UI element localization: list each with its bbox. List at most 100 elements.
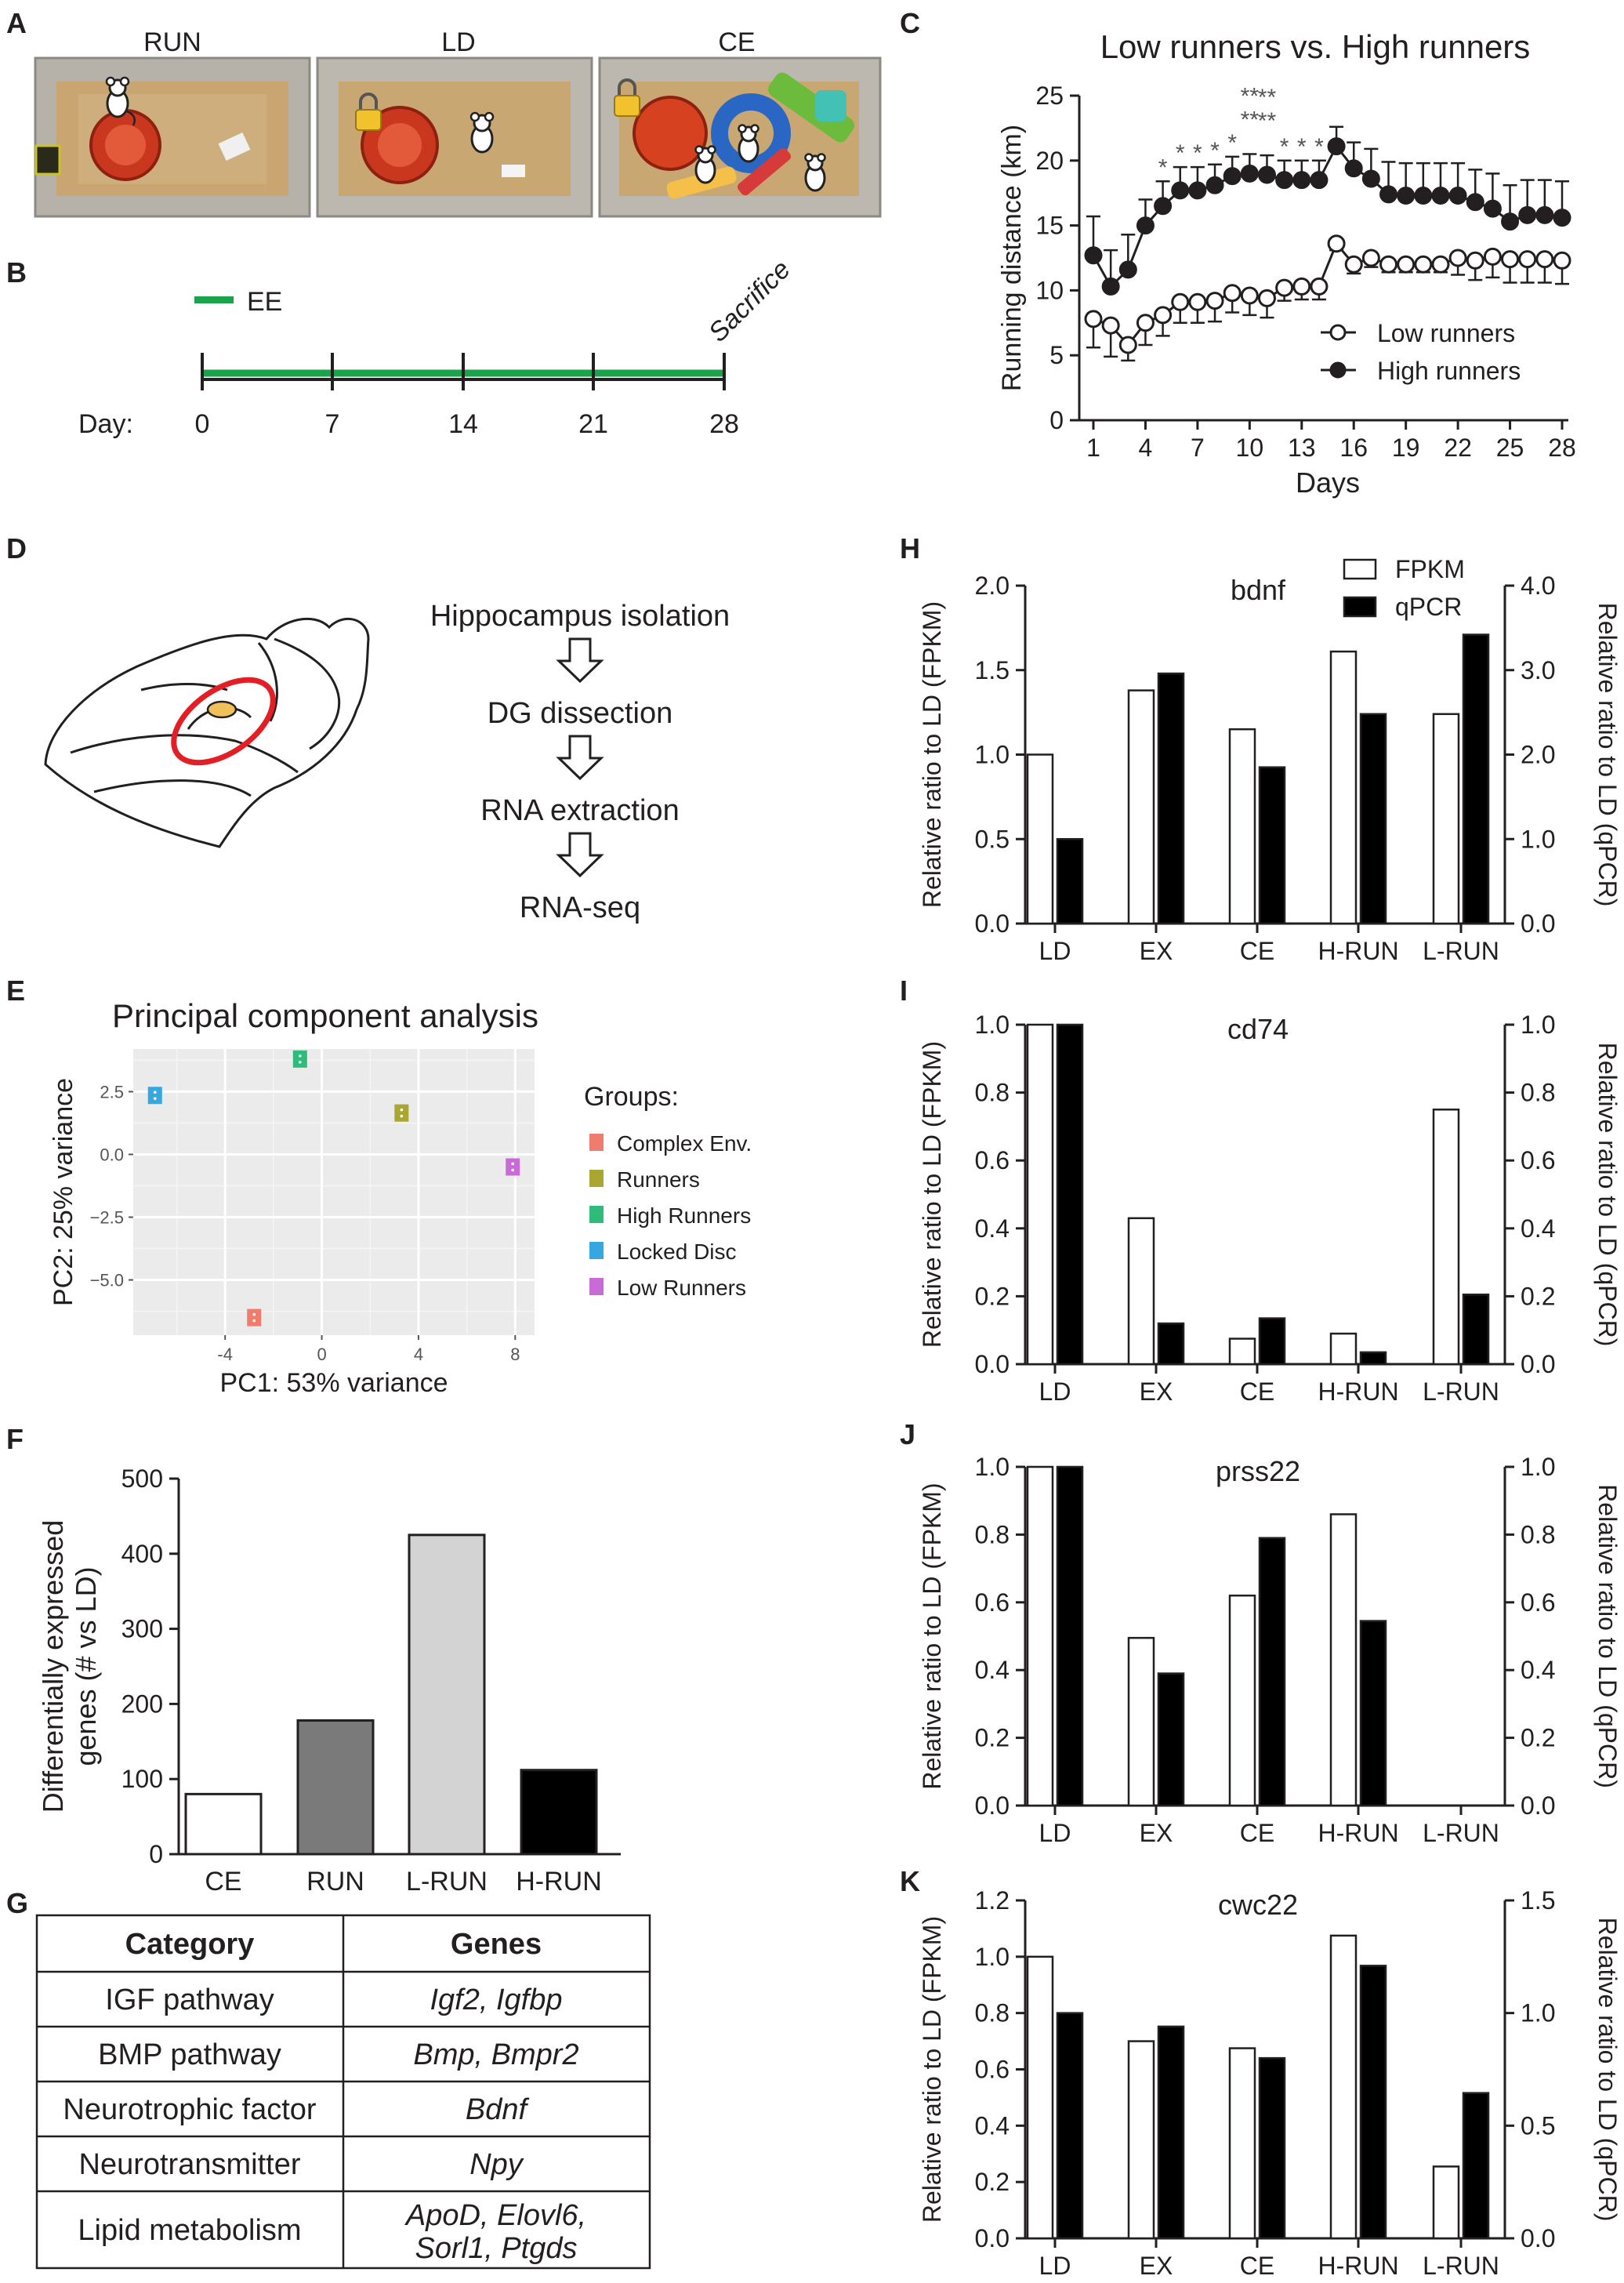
bar-qpcr (1157, 1322, 1185, 1366)
lock-icon (355, 93, 382, 131)
table-cell-genes: Bmp, Bmpr2 (413, 2038, 578, 2071)
significance-mark: ** (1241, 107, 1260, 133)
bar-qpcr (1258, 766, 1286, 925)
y-tick-label-left: 0.8 (975, 1999, 1010, 2027)
y-tick-label: 0 (1049, 406, 1064, 434)
y-tick-label-right: 0.0 (1521, 909, 1555, 938)
bar-fpkm (1127, 2040, 1155, 2240)
x-axis-label: PC1: 53% variance (219, 1368, 448, 1398)
data-point (1118, 336, 1137, 354)
y-axis-label-left: Relative ratio to LD (FPKM) (918, 601, 946, 908)
y-tick-label: 500 (121, 1465, 163, 1493)
significance-mark: * (1176, 140, 1185, 166)
data-point (1414, 187, 1433, 205)
x-tick-label: 1 (1086, 434, 1100, 462)
data-point (1361, 169, 1380, 188)
data-point (1171, 181, 1190, 200)
data-point (1501, 212, 1520, 231)
data-point (1257, 165, 1276, 184)
table-cell-genes: Igf2, Igfbp (430, 1984, 562, 2016)
x-tick-label: EX (1140, 937, 1173, 965)
day-axis-label: Day: (78, 409, 133, 439)
bar (184, 1792, 263, 1856)
legend-swatch (1343, 596, 1377, 618)
y-tick-label: 0 (149, 1840, 163, 1868)
y-tick-label-left: 1.5 (975, 656, 1010, 684)
y-tick-label-right: 3.0 (1521, 656, 1555, 684)
bar-qpcr (1258, 1537, 1286, 1807)
mouse-icon (804, 153, 826, 192)
cage-label-ce: CE (718, 27, 755, 57)
chart-title: prss22 (1216, 1455, 1300, 1487)
bar-fpkm (1329, 1332, 1358, 1366)
y-tick-label-left: 0.8 (975, 1520, 1010, 1548)
legend-label: Low Runners (617, 1276, 746, 1300)
y-tick-label-left: 0.4 (975, 2111, 1010, 2140)
bar-qpcr (1157, 672, 1185, 925)
arrow-down-icon (556, 832, 604, 878)
data-point (1553, 251, 1571, 270)
bar-qpcr (1056, 838, 1084, 925)
mouse-icon (105, 76, 136, 126)
bar-fpkm (1432, 713, 1460, 925)
y-tick-label-right: 0.8 (1521, 1079, 1555, 1107)
data-point (1361, 249, 1380, 267)
data-point (1136, 314, 1155, 332)
data-point (394, 1104, 409, 1122)
legend-swatch (589, 1170, 604, 1187)
x-tick-label: 7 (1191, 434, 1205, 462)
locked-wheel (633, 96, 708, 171)
legend-label: Locked Disc (617, 1239, 737, 1264)
data-point (1223, 167, 1242, 186)
deg-bar-chart: 0 100 200 300 400 500 CE RUN L-RUN H-RUN Different… (37, 1465, 621, 1896)
y-tick-label: 20 (1035, 147, 1064, 175)
x-tick-label: 8 (510, 1345, 520, 1364)
significance-mark: * (1280, 134, 1289, 160)
y-tick-label-right: 1.0 (1521, 825, 1555, 853)
chart-title: cd74 (1227, 1013, 1289, 1045)
x-axis-label: Days (1296, 466, 1360, 499)
y-axis-label-right: Relative ratio to LD (qPCR) (1593, 603, 1622, 907)
table-cell-genes: ApoD, Elovl6, (404, 2199, 586, 2232)
timeline (201, 353, 726, 390)
data-point (1501, 250, 1520, 269)
y-tick-label-left: 0.6 (975, 2056, 1010, 2084)
data-point (1154, 197, 1173, 216)
x-tick-label: 28 (1548, 434, 1576, 462)
data-point-dot (252, 1319, 256, 1323)
y-tick-label-right: 0.0 (1521, 1791, 1555, 1820)
prss22-bar-chart: 0.0 0.2 0.4 0.6 0.8 1.0 0.0 0.2 0.4 0.6 0.8 1.0 LD EX… (918, 1453, 1622, 1847)
y-tick-label-right: 1.0 (1521, 1999, 1555, 2027)
mouse-icon (469, 111, 495, 154)
legend-marker (1329, 324, 1347, 341)
y-tick-label: 15 (1035, 212, 1064, 240)
data-point (1118, 260, 1137, 279)
data-point (1240, 286, 1259, 305)
hippocampus-highlight (171, 677, 276, 766)
data-point (1414, 255, 1433, 274)
bar-fpkm (1127, 1217, 1155, 1366)
data-point (1483, 247, 1502, 266)
table-cell-category: Neurotrophic factor (63, 2093, 316, 2126)
data-point (1483, 199, 1502, 218)
table-cell-genes: Npy (469, 2148, 524, 2181)
significance-mark: ** (1241, 84, 1260, 110)
table-cell-category: IGF pathway (105, 1984, 274, 2016)
y-tick-label-right: 0.2 (1521, 1282, 1555, 1310)
x-tick-label: 4 (414, 1345, 423, 1364)
panel-label-g: G (6, 1887, 28, 1919)
data-point (1205, 292, 1224, 310)
hippocampus-region (206, 700, 237, 719)
bar-fpkm (1026, 753, 1054, 925)
y-tick-label-left: 0.5 (975, 825, 1010, 853)
cage-photo-ld (316, 56, 593, 218)
significance-mark: * (1193, 140, 1202, 166)
bar-qpcr (1258, 2056, 1286, 2240)
y-tick-label: 200 (121, 1690, 163, 1718)
data-point (247, 1308, 262, 1327)
y-tick-label: −5.0 (90, 1271, 124, 1290)
data-point (1292, 171, 1311, 190)
data-point (1136, 216, 1155, 235)
bar-fpkm (1329, 650, 1358, 925)
y-tick-label-left: 0.2 (975, 1282, 1010, 1310)
